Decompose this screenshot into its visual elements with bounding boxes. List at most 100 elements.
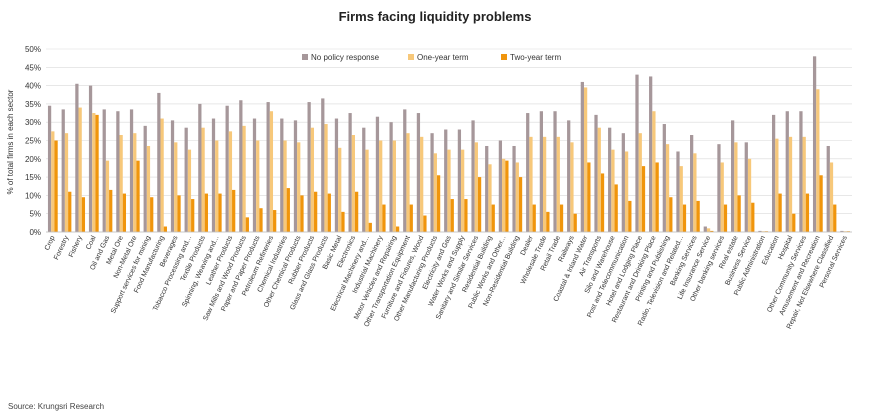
bar: [553, 111, 557, 232]
bar: [693, 153, 697, 232]
bar: [444, 129, 448, 232]
bar: [502, 158, 506, 232]
bar: [652, 111, 656, 232]
bar: [416, 113, 421, 232]
y-axis-label: % of total firms in each sector: [6, 89, 15, 194]
bar: [201, 127, 205, 232]
bar: [819, 175, 823, 232]
bar: [543, 136, 547, 232]
bar: [420, 136, 424, 232]
bar: [597, 127, 601, 232]
bar: [649, 76, 653, 232]
bar: [788, 136, 793, 232]
bar: [204, 193, 208, 232]
bar: [321, 98, 325, 232]
y-tick-label: 35%: [25, 100, 41, 109]
bar: [515, 162, 519, 232]
bar: [68, 191, 72, 232]
bar-series: [47, 56, 851, 233]
bar: [529, 136, 533, 232]
series-2: [54, 114, 851, 232]
bar: [775, 138, 779, 232]
bar: [184, 127, 188, 232]
bar: [635, 74, 639, 233]
bar: [78, 107, 82, 232]
bar: [51, 131, 55, 232]
bar: [242, 125, 246, 232]
bar: [706, 228, 711, 232]
bar: [802, 136, 806, 232]
bar: [829, 162, 834, 232]
bar: [812, 56, 817, 232]
bar: [570, 142, 574, 232]
bar: [734, 142, 738, 232]
bar: [403, 109, 407, 232]
bar: [307, 102, 311, 232]
bar: [92, 113, 96, 232]
bar: [690, 135, 694, 232]
bar: [641, 166, 646, 232]
legend-label: No policy response: [311, 53, 380, 62]
bar: [293, 120, 298, 232]
bar: [389, 122, 393, 232]
legend-swatch: [501, 54, 507, 60]
bar: [580, 81, 584, 232]
bar: [662, 124, 666, 232]
y-axis-ticks: 0% 5% 10% 15% 20% 25% 30% 35% 40% 45% 50%: [25, 45, 41, 237]
bar: [75, 83, 79, 233]
bar: [539, 111, 543, 232]
bar: [88, 85, 93, 232]
bar: [731, 120, 735, 232]
bar: [747, 158, 752, 232]
bar: [174, 142, 178, 232]
bar: [368, 222, 372, 232]
bar: [433, 153, 437, 232]
bar: [252, 118, 257, 232]
bar: [559, 204, 564, 232]
bar: [283, 140, 287, 232]
bar: [324, 124, 328, 232]
bar: [628, 200, 632, 232]
bar: [334, 118, 339, 232]
bar: [409, 204, 413, 232]
bar: [269, 111, 274, 232]
bar: [792, 213, 796, 232]
bar: [665, 144, 670, 232]
bar: [474, 142, 478, 232]
legend-label: Two-year term: [510, 53, 561, 62]
bar: [587, 162, 591, 232]
series-0: [47, 56, 844, 233]
bar: [47, 105, 52, 232]
y-tick-label: 0%: [29, 228, 41, 237]
bar: [526, 113, 530, 232]
bar: [826, 145, 830, 232]
bar: [61, 109, 65, 232]
y-tick-label: 25%: [25, 137, 41, 146]
bar: [341, 211, 345, 232]
bar: [457, 129, 462, 232]
bar: [54, 140, 58, 232]
bar: [638, 133, 642, 232]
bar: [799, 111, 803, 232]
y-tick-label: 30%: [25, 118, 41, 127]
bar: [447, 149, 451, 232]
bar: [710, 230, 714, 232]
bar: [129, 109, 134, 232]
bar: [225, 105, 229, 232]
bar: [119, 135, 123, 232]
bar: [498, 140, 503, 232]
bar: [676, 151, 680, 232]
bar: [505, 160, 509, 232]
legend-swatch: [408, 54, 414, 60]
bar: [259, 208, 263, 232]
bar: [198, 103, 202, 233]
bar: [816, 89, 820, 232]
bar: [556, 136, 560, 232]
bar: [696, 200, 700, 232]
bar: [778, 193, 782, 232]
bar: [280, 118, 284, 232]
source-note: Source: Krungsri Research: [8, 402, 104, 411]
bar: [546, 211, 550, 232]
